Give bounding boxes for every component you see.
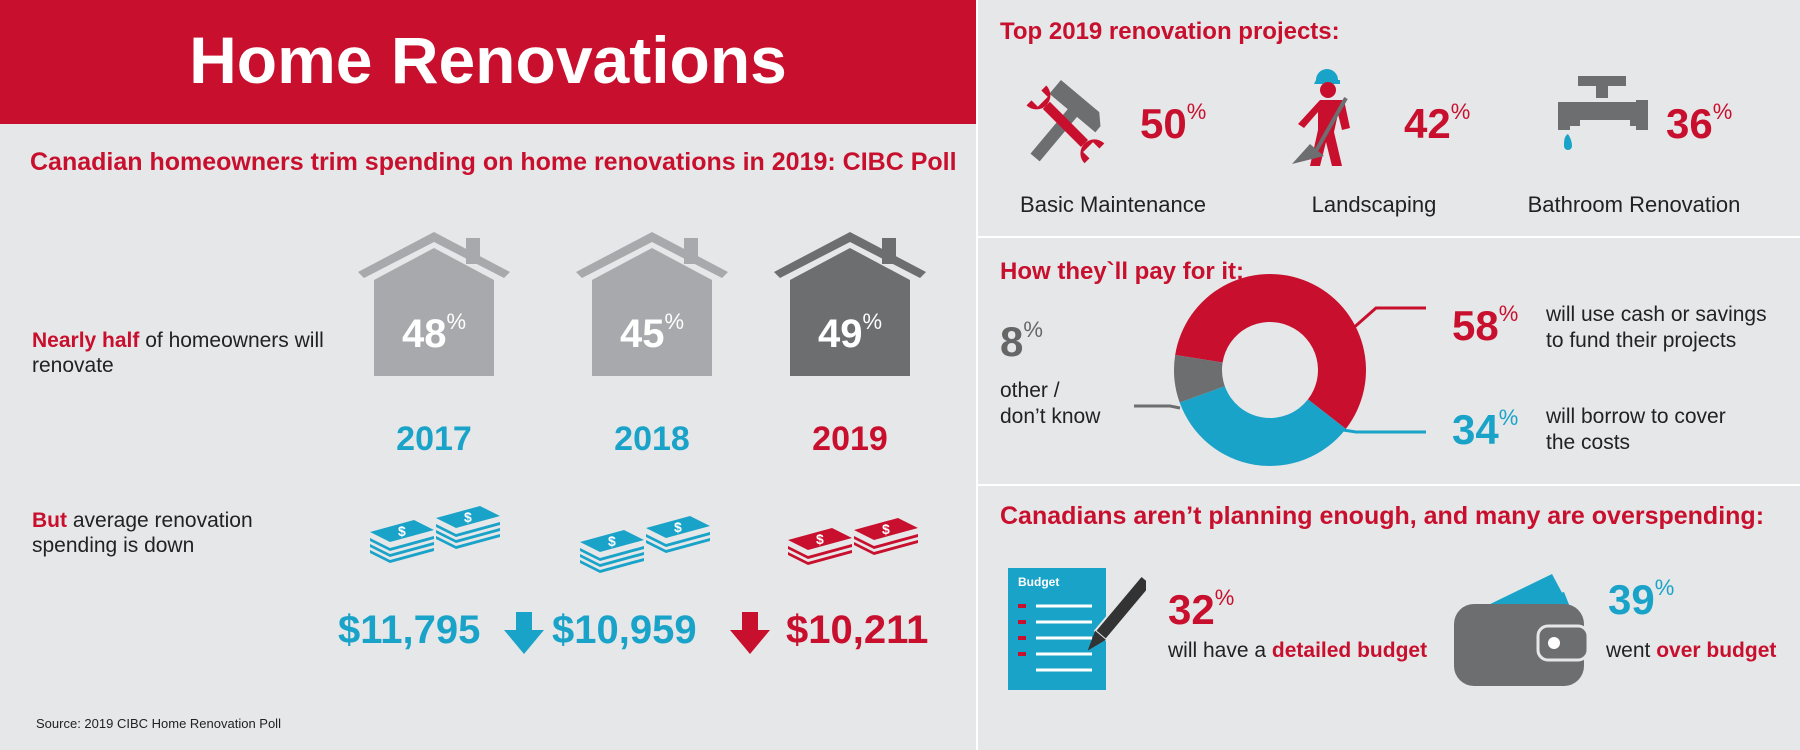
borrow-label-2: the costs [1546,431,1631,454]
year-2018: 2018 [614,420,690,458]
pct-sign-2018: % [664,308,685,334]
bathroom-pct: 36% [1666,99,1733,148]
maintenance-pct: 50% [1140,99,1207,148]
budget-pct-sign: % [1214,585,1235,610]
landscaping-label: Landscaping [1311,192,1437,217]
vertical-divider [976,0,978,750]
pct-2018: 45 [619,312,665,356]
other-label-1: other / [1000,379,1060,402]
donut-slice-borrow [1179,386,1346,466]
cash-pct-sign: % [1498,301,1519,326]
svg-text:$: $ [674,519,682,535]
faucet-icon [1558,76,1648,150]
cash-label-2: to fund their projects [1546,329,1737,352]
over-pct-sign: % [1654,575,1675,600]
renovate-label-lead: Nearly half [32,329,140,352]
pct-2019: 49 [817,312,863,356]
arrow-down-blue-icon [504,612,544,654]
donut-slice-cash [1175,274,1366,429]
house-2019-pct: 49% [772,308,928,357]
over-caption-bold: over budget [1656,639,1777,662]
over-pct-value: 39 [1608,576,1655,623]
borrow-pct-value: 34 [1452,406,1499,453]
amount-2018: $10,959 [552,608,697,652]
other-label-2: don’t know [1000,405,1101,428]
pct-2017: 48 [401,312,447,356]
spending-label-rest: average renovation spending is down [32,509,253,557]
other-pct-value: 8 [1000,318,1024,365]
svg-text:$: $ [882,521,890,537]
left-subtitle: Canadian homeowners trim spending on hom… [30,148,957,176]
spending-label-lead: But [32,509,67,532]
borrow-pct-sign: % [1498,405,1519,430]
pay-heading: How they`ll pay for it: [1000,258,1245,285]
pct-sign-2019: % [862,308,883,334]
house-2018-icon [576,232,728,376]
planning-heading: Canadians aren’t planning enough, and ma… [1000,502,1765,530]
renovate-label-rest: of homeowners will renovate [32,329,324,377]
donut-chart [1134,274,1426,466]
house-2018-pct: 45% [574,308,730,357]
house-2017-pct: 48% [356,308,512,357]
bathroom-pct-value: 36 [1666,100,1713,147]
budget-document-icon: Budget [1008,568,1146,690]
maintenance-label: Basic Maintenance [1020,192,1206,217]
donut-slices [1174,274,1366,466]
budget-caption: will have a detailed budget [1168,638,1427,663]
year-2019: 2019 [812,420,888,458]
divider-projects [978,236,1800,238]
budget-caption-pre: will have a [1168,639,1272,662]
year-2017: 2017 [396,420,472,458]
budget-pct-value: 32 [1168,586,1215,633]
donut-slice-other [1174,354,1225,403]
worker-shovel-icon [1292,69,1350,166]
landscaping-pct-value: 42 [1404,100,1451,147]
house-2019-icon [774,232,926,376]
money-stack-2018-icon: $ $ [580,516,710,573]
arrow-down-red-icon [730,612,770,654]
wallet-icon [1454,574,1590,686]
bathroom-label: Bathroom Renovation [1527,192,1741,217]
budget-doc-title: Budget [1018,575,1059,589]
budget-caption-bold: detailed budget [1271,639,1428,662]
landscaping-pct: 42% [1404,99,1471,148]
svg-text:$: $ [464,509,472,525]
amount-2017: $11,795 [338,608,481,652]
cash-pct-value: 58 [1452,302,1499,349]
leader-borrow [1329,426,1426,434]
cash-pct: 58% [1452,301,1519,350]
projects-heading: Top 2019 renovation projects: [1000,18,1340,45]
other-pct: 8% [1000,317,1043,366]
maintenance-pct-value: 50 [1140,100,1187,147]
other-pct-sign: % [1023,317,1043,342]
over-caption: went over budget [1606,638,1776,663]
title-band [0,0,976,124]
svg-text:$: $ [608,533,616,549]
source-note: Source: 2019 CIBC Home Renovation Poll [36,716,281,731]
svg-text:$: $ [398,523,406,539]
divider-pay [978,484,1800,486]
borrow-pct: 34% [1452,405,1519,454]
house-2017-icon [358,232,510,376]
pct-sign-2017: % [446,308,467,334]
leader-cash [1341,306,1426,340]
bathroom-pct-sign: % [1712,99,1733,124]
spending-label: But average renovation spending is down [32,508,332,558]
renovate-label: Nearly half of homeowners will renovate [32,328,332,378]
over-pct: 39% [1608,575,1675,624]
amount-2019: $10,211 [786,608,929,652]
money-stack-2017-icon: $ $ [370,506,500,563]
svg-text:$: $ [816,531,824,547]
borrow-label-1: will borrow to cover [1546,405,1726,428]
page-title: Home Renovations [189,23,787,97]
cash-label-1: will use cash or savings [1546,303,1767,326]
leader-other [1134,404,1181,410]
hammer-wrench-icon [1026,79,1105,164]
landscaping-pct-sign: % [1450,99,1471,124]
money-stack-2019-icon: $ $ [788,518,918,565]
over-caption-pre: went [1606,639,1657,662]
maintenance-pct-sign: % [1186,99,1207,124]
budget-pct: 32% [1168,585,1235,634]
